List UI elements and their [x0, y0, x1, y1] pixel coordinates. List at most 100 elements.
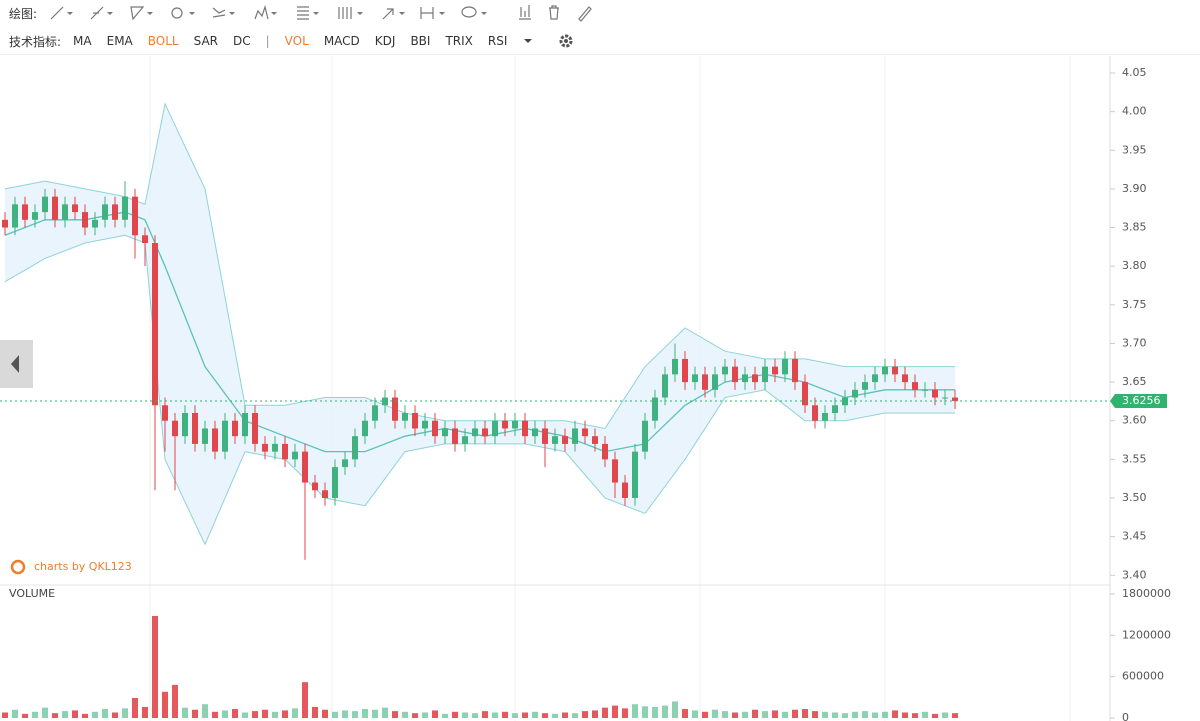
volume-bar — [552, 713, 558, 718]
candle-body — [912, 382, 918, 390]
volume-bar — [362, 709, 368, 718]
candle-body — [782, 358, 788, 375]
y-tick-label: 1200000 — [1122, 628, 1171, 641]
candle-body — [192, 413, 198, 444]
last-price-label: 3.6256 — [1122, 394, 1161, 407]
volume-bar — [312, 706, 318, 718]
candle-body — [22, 204, 28, 220]
sub-indicator-button[interactable]: TRIX — [445, 34, 473, 48]
volume-bar — [142, 706, 148, 718]
volume-bar — [872, 712, 878, 718]
candle-body — [452, 428, 458, 444]
candle-body — [392, 397, 398, 421]
candle-body — [552, 436, 558, 444]
y-tick-label: 3.70 — [1122, 336, 1147, 349]
volume-bar — [182, 707, 188, 718]
candle-body — [852, 389, 858, 398]
candle-body — [142, 235, 148, 243]
volume-bar — [372, 709, 378, 718]
indicator-button[interactable]: EMA — [106, 34, 133, 48]
sub-indicator-button[interactable]: BBI — [410, 34, 431, 48]
candle-body — [492, 420, 498, 437]
candle-body — [922, 389, 928, 391]
candle-body — [582, 428, 588, 437]
draw-tools[interactable] — [49, 3, 509, 23]
candle-body — [162, 405, 168, 421]
candle-body — [172, 420, 178, 437]
edit-tools[interactable] — [515, 3, 605, 23]
volume-bar — [12, 709, 18, 718]
candle-body — [752, 374, 758, 383]
candle-body — [602, 443, 608, 460]
candle-body — [152, 243, 158, 406]
y-tick-label: 3.45 — [1122, 530, 1147, 543]
volume-bar — [272, 711, 278, 718]
candle-body — [502, 420, 508, 429]
candle-body — [272, 443, 278, 452]
volume-bar — [172, 684, 178, 718]
y-tick-label: 3.50 — [1122, 491, 1147, 504]
sub-indicator-button[interactable]: VOL — [284, 34, 309, 48]
more-settings[interactable] — [522, 31, 582, 51]
candle-body — [212, 428, 218, 452]
draw-toolbar: 绘图: — [0, 0, 1200, 26]
indicator-button[interactable]: BOLL — [147, 34, 179, 48]
candle-body — [932, 389, 938, 398]
candle-body — [292, 451, 298, 460]
candle-body — [772, 366, 778, 375]
volume-bar — [802, 709, 808, 718]
candle-body — [132, 196, 138, 236]
volume-bar — [842, 713, 848, 718]
volume-bar — [622, 708, 628, 718]
volume-bar — [882, 711, 888, 718]
volume-bar — [452, 711, 458, 718]
indicator-button[interactable]: MA — [73, 34, 92, 48]
volume-bar — [532, 711, 538, 718]
draw-label: 绘图: — [9, 6, 38, 21]
volume-bar — [442, 713, 448, 718]
y-tick-label: 3.40 — [1122, 568, 1147, 581]
band-upper — [4, 102, 955, 430]
candle-body — [872, 374, 878, 383]
watermark-logo — [10, 559, 26, 575]
y-tick-label: 3.90 — [1122, 182, 1147, 195]
volume-bar — [542, 713, 548, 718]
volume-bar — [692, 710, 698, 718]
volume-bar — [672, 701, 678, 718]
volume-bar — [902, 712, 908, 718]
candle-body — [882, 366, 888, 375]
volume-bar — [492, 712, 498, 718]
indicator-button[interactable]: DC — [233, 34, 251, 48]
candle-body — [902, 374, 908, 383]
candle-body — [802, 382, 808, 406]
y-tick-label: 3.80 — [1122, 259, 1147, 272]
candle-body — [262, 443, 268, 452]
candle-body — [282, 443, 288, 460]
candle-body — [42, 196, 48, 213]
volume-bar — [582, 711, 588, 718]
candle-body — [532, 428, 538, 437]
volume-bar — [62, 711, 68, 718]
volume-bar — [612, 705, 618, 718]
candle-body — [82, 212, 88, 228]
candle-body — [302, 451, 308, 483]
volume-bar — [862, 711, 868, 718]
indicator-button[interactable]: SAR — [193, 34, 218, 48]
candle-body — [732, 366, 738, 383]
candle-body — [622, 482, 628, 498]
sub-indicator-button[interactable]: RSI — [487, 34, 508, 48]
volume-bar — [302, 682, 308, 718]
candle-body — [822, 413, 828, 421]
candle-body — [522, 420, 528, 437]
sub-indicator-button[interactable]: KDJ — [374, 34, 396, 48]
candle-body — [632, 451, 638, 498]
candle-body — [862, 382, 868, 390]
candle-body — [952, 397, 958, 401]
y-tick-label: 4.00 — [1122, 105, 1147, 118]
sub-indicator-button[interactable]: MACD — [323, 34, 360, 48]
volume-bar — [392, 711, 398, 718]
candle-body — [722, 366, 728, 375]
candle-body — [432, 420, 438, 437]
candle-body — [72, 204, 78, 213]
